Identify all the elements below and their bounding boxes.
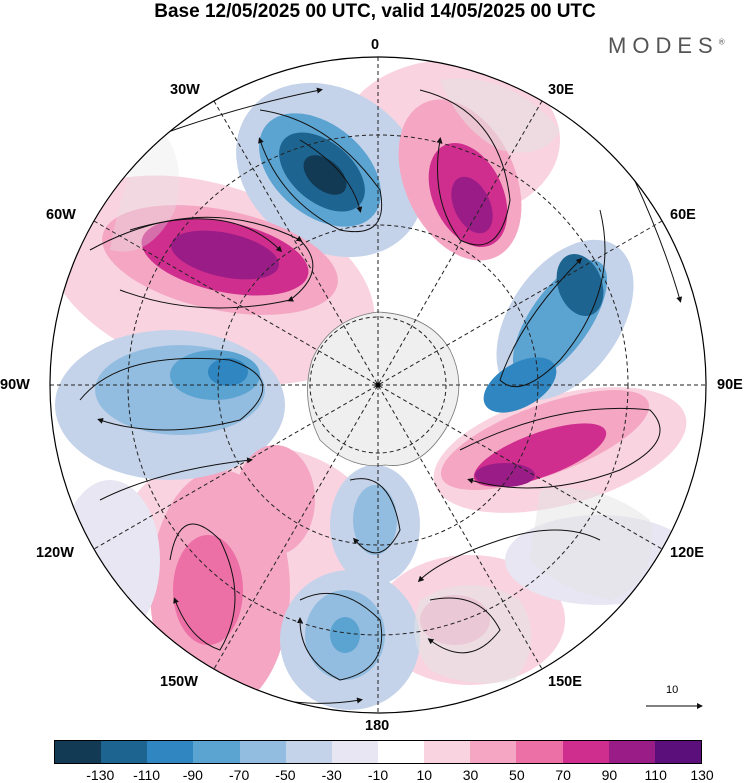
colorbar-swatch bbox=[331, 741, 378, 763]
lon-label-120w: 120W bbox=[36, 545, 74, 561]
graticule bbox=[50, 57, 706, 713]
colorbar-swatch bbox=[239, 741, 286, 763]
lon-label-90w: 90W bbox=[0, 377, 30, 393]
lon-label-90e: 90E bbox=[717, 377, 743, 393]
colorbar bbox=[54, 740, 702, 764]
colorbar-swatch bbox=[147, 741, 194, 763]
colorbar-tick-label: -70 bbox=[229, 767, 250, 783]
lon-label-180: 180 bbox=[365, 718, 390, 734]
lon-label-150e: 150E bbox=[548, 674, 582, 690]
colorbar-swatch bbox=[516, 741, 563, 763]
lon-label-120e: 120E bbox=[670, 545, 704, 561]
colorbar-tick-label: 30 bbox=[462, 767, 479, 783]
lon-label-150w: 150W bbox=[160, 674, 198, 690]
colorbar-tick-label: -10 bbox=[367, 767, 389, 783]
colorbar-swatch bbox=[470, 741, 517, 763]
colorbar-swatch bbox=[654, 741, 701, 763]
map-border bbox=[49, 56, 707, 714]
colorbar-swatch bbox=[424, 741, 471, 763]
map-title: Base 12/05/2025 00 UTC, valid 14/05/2025… bbox=[154, 1, 596, 22]
colorbar-tick-label: -30 bbox=[321, 767, 342, 783]
colorbar-swatch bbox=[562, 741, 609, 763]
colorbar-swatch bbox=[285, 741, 332, 763]
modes-logo: MODES® bbox=[608, 33, 725, 58]
colorbar-tick-label: 70 bbox=[555, 767, 571, 783]
colorbar-tick-label: -50 bbox=[275, 767, 296, 783]
colorbar-tick-label: 10 bbox=[416, 767, 433, 783]
colorbar-tick-label: 110 bbox=[644, 767, 667, 783]
colorbar-swatch bbox=[193, 741, 240, 763]
colorbar-swatch bbox=[608, 741, 655, 763]
streamlines bbox=[79, 87, 683, 704]
colorbar-tick-label: 50 bbox=[509, 767, 525, 783]
colorbar-swatch bbox=[377, 741, 425, 763]
lon-label-0: 0 bbox=[371, 37, 380, 53]
lon-label-30e: 30E bbox=[548, 82, 574, 98]
colorbar-swatch bbox=[101, 741, 148, 763]
lon-label-60e: 60E bbox=[670, 207, 696, 223]
colorbar-swatch bbox=[55, 741, 102, 763]
lon-label-30w: 30W bbox=[170, 82, 200, 98]
colorbar-tick-label: 90 bbox=[601, 767, 618, 783]
colorbar-tick-label: 130 bbox=[690, 767, 714, 783]
lon-label-60w: 60W bbox=[46, 207, 76, 223]
reference-vector-label: 10 bbox=[666, 684, 679, 696]
colorbar-tick-label: -110 bbox=[133, 767, 161, 783]
colorbar-tick-label: -90 bbox=[182, 767, 203, 783]
colorbar-tick-label: -130 bbox=[86, 767, 115, 783]
